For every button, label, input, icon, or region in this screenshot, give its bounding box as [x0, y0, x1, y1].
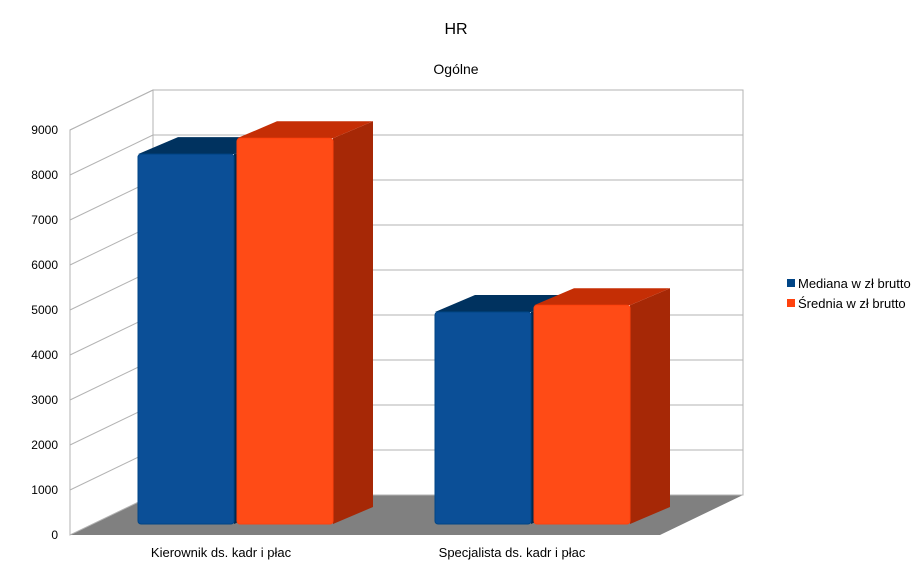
gridline-side	[69, 134, 154, 176]
y-tick-label: 0	[51, 528, 58, 542]
bar-side	[630, 288, 670, 524]
y-tick-label: 1000	[31, 483, 58, 497]
y-tick-label: 3000	[31, 393, 58, 407]
y-tick-label: 6000	[31, 258, 58, 272]
bar-front	[434, 311, 532, 525]
bar-front	[236, 137, 334, 525]
legend-swatch-srednia	[787, 299, 795, 307]
legend: Mediana w zł brutto Średnia w zł brutto	[787, 276, 911, 311]
bar-top	[534, 288, 670, 306]
y-tick-label: 9000	[31, 123, 58, 137]
y-axis-ticks: 0 1000 2000 3000 4000 5000 6000 7000 8000 9000	[31, 123, 58, 542]
bar	[236, 121, 373, 525]
chart-title: HR	[444, 21, 467, 38]
y-tick-label: 5000	[31, 303, 58, 317]
legend-swatch-mediana	[787, 279, 795, 287]
legend-label-srednia: Średnia w zł brutto	[798, 296, 906, 311]
y-tick-label: 2000	[31, 438, 58, 452]
y-tick-label: 8000	[31, 168, 58, 182]
bars	[137, 121, 670, 525]
bar-front	[137, 153, 235, 525]
gridline-side	[69, 89, 154, 131]
bar-side	[333, 121, 373, 525]
bar-top	[237, 121, 373, 139]
bar-front	[533, 304, 631, 525]
x-category-label: Specjalista ds. kadr i płac	[439, 545, 586, 560]
chart-subtitle: Ogólne	[433, 61, 478, 77]
x-axis-categories: Kierownik ds. kadr i płac Specjalista ds.…	[151, 545, 586, 560]
y-tick-label: 4000	[31, 348, 58, 362]
y-tick-label: 7000	[31, 213, 58, 227]
bar	[533, 288, 670, 525]
x-category-label: Kierownik ds. kadr i płac	[151, 545, 292, 560]
legend-label-mediana: Mediana w zł brutto	[798, 276, 911, 291]
